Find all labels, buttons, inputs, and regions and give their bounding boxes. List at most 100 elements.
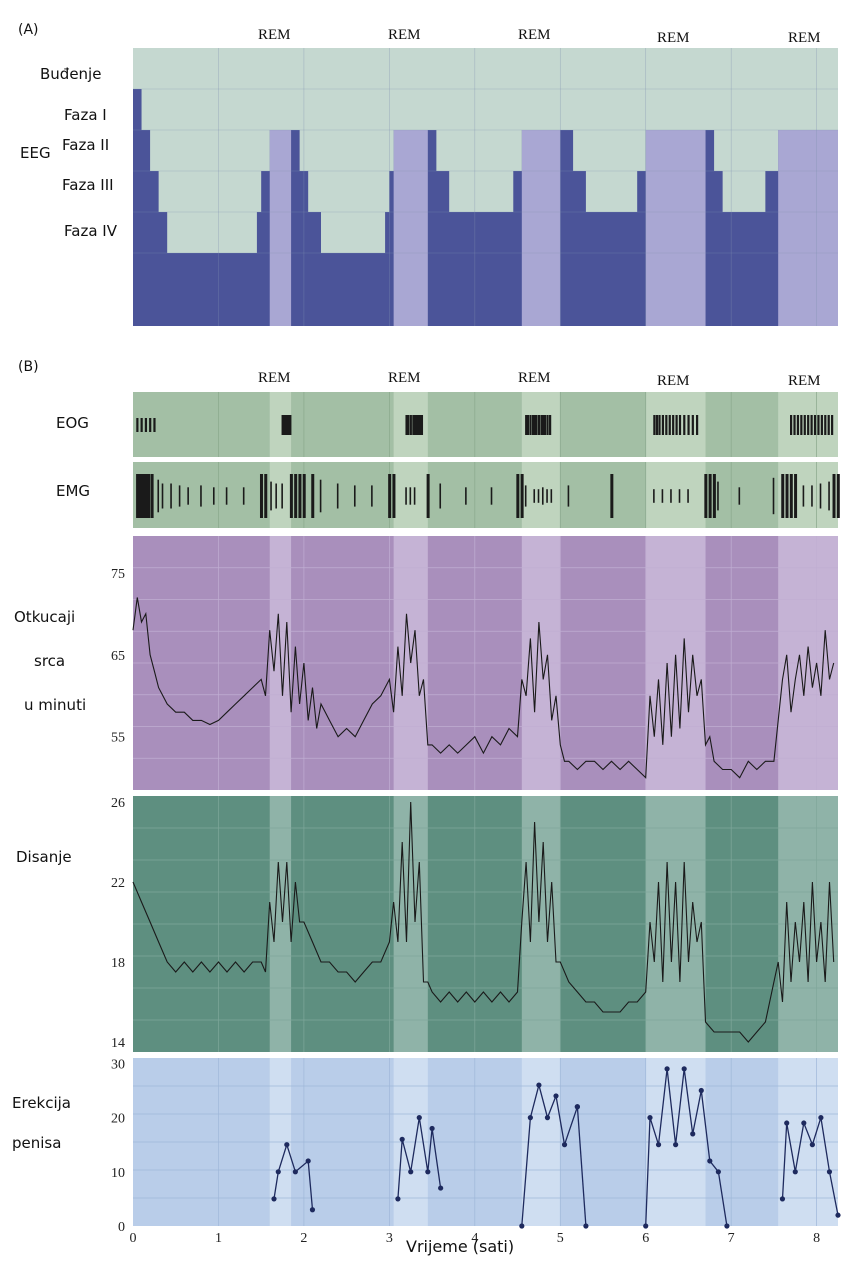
emg-spike	[789, 474, 793, 518]
emg-spike	[653, 489, 655, 503]
y-tick-label: 65	[111, 649, 125, 664]
rem-label: REM	[518, 27, 551, 43]
emg-spike	[140, 474, 144, 518]
eog-mark	[687, 415, 690, 435]
erection-point	[826, 1169, 833, 1175]
erection-point	[416, 1115, 422, 1121]
erection-point	[527, 1115, 533, 1121]
panel-b-label: (B)	[18, 359, 39, 375]
x-tick-label: 1	[215, 1231, 222, 1246]
eeg-stage-cycle	[291, 130, 394, 253]
stage-label-2: Faza II	[62, 136, 109, 154]
eog-plot	[133, 392, 838, 457]
x-tick-label: 2	[300, 1231, 307, 1246]
resp-ylabel: Disanje	[16, 848, 72, 866]
eeg-rem-band	[269, 130, 292, 326]
erection-point	[835, 1212, 841, 1218]
emg-spike	[150, 474, 154, 518]
rem-label: REM	[657, 373, 690, 389]
eog-mark	[813, 415, 817, 435]
erection-point	[305, 1158, 311, 1164]
x-tick-label: 0	[130, 1231, 137, 1246]
erection-ylabel-line1: Erekcija	[12, 1094, 71, 1112]
rem-band	[269, 462, 292, 528]
eog-mark	[407, 415, 410, 435]
emg-spike	[298, 474, 302, 518]
eog-mark	[820, 415, 823, 435]
emg-spike	[794, 474, 798, 518]
emg-spike	[704, 474, 708, 518]
eog-mark	[153, 418, 156, 432]
x-tick-label: 7	[728, 1231, 735, 1246]
erection-point	[271, 1196, 277, 1202]
emg-spike	[392, 474, 396, 518]
erection-trace	[576, 1106, 587, 1227]
emg-spike	[289, 474, 293, 518]
eog-label: EOG	[56, 414, 89, 432]
eeg-stage-cycle	[141, 130, 270, 253]
emg-spike	[661, 489, 664, 503]
eog-mark	[831, 415, 834, 435]
rem-band	[645, 462, 706, 528]
eog-mark	[540, 415, 543, 435]
emg-spike	[490, 487, 493, 505]
erection-point	[438, 1185, 444, 1191]
eeg-plot	[133, 48, 838, 326]
eog-mark	[420, 415, 424, 435]
eog-mark	[282, 415, 285, 435]
erection-point	[553, 1093, 559, 1099]
emg-spike	[138, 474, 142, 518]
eog-mark	[803, 415, 806, 435]
erection-point	[724, 1223, 730, 1229]
eog-mark	[537, 415, 541, 435]
eog-mark	[526, 415, 529, 435]
emg-spike	[302, 474, 306, 518]
eog-mark	[136, 418, 139, 432]
erection-trace	[781, 1117, 839, 1216]
rem-label: REM	[258, 27, 291, 43]
y-tick-label: 10	[111, 1166, 125, 1181]
eog-mark	[287, 415, 290, 435]
eog-mark	[549, 415, 552, 435]
emg-spike	[170, 483, 172, 509]
emg-spike	[717, 481, 719, 511]
emg-spike	[413, 487, 416, 505]
emg-spike	[687, 489, 689, 503]
eeg-rem-band	[393, 130, 428, 326]
respiration-plot: 14 18 22 26	[111, 796, 838, 1052]
erection-point	[673, 1142, 679, 1148]
heart-ylabel-line2: srca	[34, 652, 65, 670]
erection-point	[395, 1196, 401, 1202]
emg-spike	[270, 481, 272, 511]
eog-mark	[414, 415, 417, 435]
erection-point	[408, 1169, 414, 1175]
y-tick-label: 30	[111, 1057, 125, 1072]
rem-label: REM	[518, 370, 551, 386]
stage-label-3: Faza III	[62, 176, 114, 194]
heart-plot-trace	[132, 597, 835, 779]
stage-label-1: Faza I	[64, 106, 107, 124]
panel-a-rem-labels: REM REM REM REM REM	[258, 27, 821, 46]
emg-spike	[567, 485, 570, 507]
y-tick-label: 75	[111, 567, 125, 582]
emg-spike	[781, 474, 785, 518]
y-tick-label: 20	[111, 1112, 125, 1127]
eog-mark	[543, 415, 547, 435]
eog-mark	[672, 415, 675, 435]
rem-label: REM	[388, 27, 421, 43]
eog-mark	[419, 415, 422, 435]
emg-spike	[524, 485, 527, 507]
y-tick-label: 0	[118, 1220, 125, 1235]
eog-mark	[289, 415, 292, 435]
erection-point	[561, 1142, 568, 1148]
eog-mark	[665, 415, 668, 435]
emg-spike	[819, 483, 822, 509]
erection-point	[574, 1104, 580, 1110]
eog-mark	[790, 415, 793, 435]
eog-mark	[661, 415, 665, 435]
eeg-label: EEG	[20, 144, 51, 162]
emg-spike	[264, 474, 268, 518]
eeg-rem-band	[645, 130, 706, 326]
panel-background	[133, 462, 838, 528]
x-tick-label: 3	[386, 1231, 393, 1246]
